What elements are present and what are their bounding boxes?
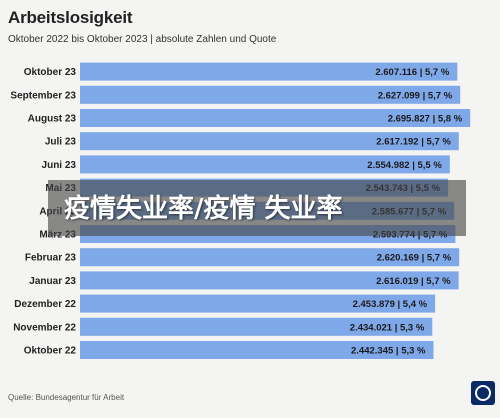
category-label-10: Dezember 22 [14, 299, 76, 310]
data-label-9: 2.616.019 | 5,7 % [376, 276, 451, 287]
data-label-11: 2.434.021 | 5,3 % [350, 322, 425, 333]
category-label-8: Februar 23 [25, 253, 77, 264]
category-label-0: Oktober 23 [24, 67, 77, 78]
data-label-4: 2.554.982 | 5,5 % [367, 160, 442, 171]
data-label-0: 2.607.116 | 5,7 % [375, 67, 450, 78]
broadcaster-logo-icon [471, 381, 495, 405]
logo-ring-icon [475, 385, 491, 401]
category-label-11: November 22 [13, 322, 76, 333]
bar-11 [80, 317, 433, 336]
bar-0 [80, 62, 458, 81]
data-label-8: 2.620.169 | 5,7 % [377, 253, 452, 264]
data-label-2: 2.695.827 | 5,8 % [388, 114, 463, 125]
bar-1 [80, 85, 461, 104]
category-label-12: Oktober 22 [24, 346, 77, 357]
source-note: Quelle: Bundesagentur für Arbeit [8, 393, 125, 402]
data-label-10: 2.453.879 | 5,4 % [353, 299, 428, 310]
category-label-2: August 23 [28, 114, 77, 125]
bar-9 [80, 271, 459, 290]
chart-title: Arbeitslosigkeit [8, 8, 133, 27]
bar-2 [80, 109, 471, 127]
data-label-3: 2.617.192 | 5,7 % [376, 137, 451, 148]
category-label-1: September 23 [10, 90, 76, 101]
watermark-overlay [48, 180, 466, 236]
category-label-9: Januar 23 [29, 276, 76, 287]
bar-8 [80, 248, 460, 267]
data-label-12: 2.442.345 | 5,3 % [351, 346, 426, 357]
bar-3 [80, 132, 459, 151]
bar-12 [80, 341, 434, 359]
bar-4 [80, 155, 450, 174]
data-label-1: 2.627.099 | 5,7 % [378, 90, 453, 101]
overlay-caption: 疫情失业率/疫情 失业率 [64, 194, 343, 224]
chart-subtitle: Oktober 2022 bis Oktober 2023 | absolute… [8, 34, 277, 45]
category-label-3: Juli 23 [45, 137, 77, 148]
category-label-4: Juni 23 [42, 160, 77, 171]
bar-10 [80, 294, 436, 313]
